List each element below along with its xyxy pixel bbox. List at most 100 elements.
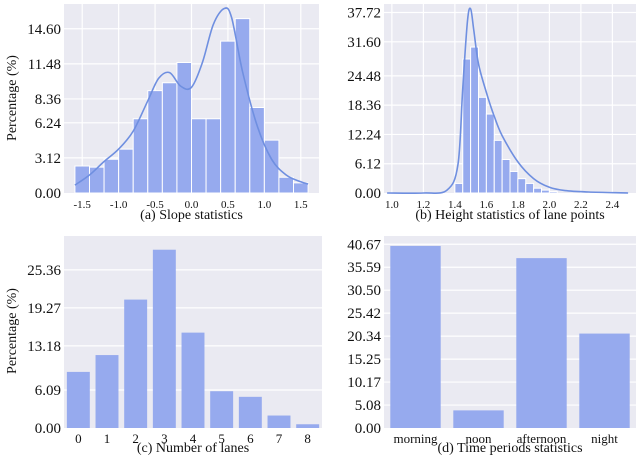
histogram-bar bbox=[205, 118, 222, 194]
y-tick-label: 31.60 bbox=[347, 35, 381, 51]
x-tick-label: noon bbox=[466, 431, 493, 446]
histogram-bar bbox=[470, 46, 479, 194]
y-tick-label: 11.48 bbox=[28, 57, 61, 73]
x-tick-label: 8 bbox=[304, 431, 311, 446]
x-tick-label: night bbox=[591, 431, 618, 446]
x-tick-label: 1.6 bbox=[480, 199, 494, 211]
y-tick-label: 12.24 bbox=[347, 127, 381, 143]
y-tick-label: 25.42 bbox=[347, 306, 381, 322]
histogram-bar bbox=[103, 158, 120, 194]
x-tick-label: 3 bbox=[161, 431, 168, 446]
x-tick-label: 1.2 bbox=[417, 199, 431, 211]
y-tick-label: 37.72 bbox=[347, 6, 381, 22]
x-tick-label: 6 bbox=[247, 431, 254, 446]
bar bbox=[296, 424, 320, 428]
kde-curve bbox=[74, 7, 309, 186]
x-tick-label: 4 bbox=[190, 431, 197, 446]
histogram-bar bbox=[118, 148, 134, 194]
x-tick-label: 2 bbox=[132, 431, 139, 446]
x-tick-label: 2.0 bbox=[543, 199, 557, 211]
bar bbox=[124, 299, 148, 428]
kde-curve bbox=[387, 7, 629, 195]
x-tick-label: 1.8 bbox=[511, 199, 525, 211]
bar bbox=[95, 355, 119, 428]
histogram-bar bbox=[485, 113, 495, 194]
panel-caption: (a) Slope statistics bbox=[140, 208, 243, 223]
histogram-bar bbox=[525, 182, 535, 194]
y-tick-label: 0.00 bbox=[355, 421, 381, 437]
histogram-bar bbox=[541, 189, 550, 194]
y-tick-label: 6.09 bbox=[35, 383, 61, 399]
histogram-bar bbox=[501, 159, 511, 194]
x-tick-label: 1 bbox=[104, 431, 111, 446]
histogram-bar bbox=[454, 182, 464, 194]
histogram-bar bbox=[132, 118, 149, 194]
histogram-bar bbox=[234, 18, 251, 194]
y-tick-label: 19.27 bbox=[27, 301, 61, 317]
histogram-bar bbox=[191, 118, 207, 194]
y-tick-label: 0.00 bbox=[35, 421, 61, 437]
panel-caption: (c) Number of lanes bbox=[137, 441, 249, 456]
x-tick-label: 0.5 bbox=[221, 199, 235, 211]
y-tick-label: 8.36 bbox=[35, 92, 62, 108]
x-tick-label: 5 bbox=[218, 431, 225, 446]
x-tick-label: 0 bbox=[75, 431, 82, 446]
histogram-bar bbox=[517, 178, 527, 194]
histogram-bar bbox=[293, 182, 309, 194]
y-tick-label: 40.67 bbox=[347, 237, 381, 253]
histogram-bar bbox=[493, 139, 503, 194]
y-tick-label: 24.48 bbox=[347, 69, 381, 85]
bar bbox=[238, 396, 262, 428]
y-tick-label: 0.00 bbox=[35, 186, 61, 202]
x-tick-label: -1.0 bbox=[110, 199, 128, 211]
bar bbox=[267, 415, 291, 428]
histogram-bar bbox=[478, 96, 487, 194]
bar bbox=[210, 391, 234, 428]
histogram-bar bbox=[548, 191, 558, 194]
histogram-bar bbox=[249, 107, 265, 194]
x-tick-label: 1.0 bbox=[257, 199, 271, 211]
bar bbox=[579, 333, 630, 428]
x-tick-label: 1.4 bbox=[448, 199, 462, 211]
x-tick-label: 2.2 bbox=[574, 199, 588, 211]
panel-caption: (d) Time periods statistics bbox=[437, 441, 582, 456]
histogram-bar bbox=[220, 40, 236, 194]
x-tick-label: 0.0 bbox=[185, 199, 199, 211]
bar bbox=[181, 332, 205, 428]
y-tick-label: 25.36 bbox=[27, 263, 61, 279]
y-tick-label: 14.60 bbox=[27, 22, 61, 38]
y-tick-label: 20.34 bbox=[347, 329, 381, 345]
panel-caption: (b) Height statistics of lane points bbox=[415, 208, 604, 223]
histogram-bar bbox=[147, 90, 163, 194]
y-tick-label: 10.17 bbox=[347, 375, 381, 391]
histogram-bar bbox=[176, 62, 193, 194]
bar bbox=[152, 249, 176, 428]
y-tick-label: 0.00 bbox=[355, 186, 381, 202]
histogram-bar bbox=[278, 176, 294, 194]
y-tick-label: 35.59 bbox=[347, 260, 381, 276]
y-tick-label: 5.08 bbox=[355, 398, 381, 414]
histogram-bar bbox=[89, 166, 105, 194]
y-axis-label: Percentage (%) bbox=[5, 55, 20, 141]
x-tick-label: -0.5 bbox=[146, 199, 164, 211]
bar bbox=[516, 258, 567, 428]
histogram-bar bbox=[509, 170, 519, 194]
y-tick-label: 3.12 bbox=[35, 151, 61, 167]
x-tick-label: morning bbox=[393, 431, 438, 446]
histogram-bar bbox=[161, 82, 178, 194]
y-tick-label: 15.25 bbox=[347, 352, 381, 368]
x-tick-label: 1.5 bbox=[294, 199, 308, 211]
y-tick-label: 6.12 bbox=[355, 157, 381, 173]
x-tick-label: 1.0 bbox=[385, 199, 399, 211]
histogram-bar bbox=[533, 187, 542, 194]
y-axis-label: Percentage (%) bbox=[5, 288, 20, 374]
y-tick-label: 13.18 bbox=[27, 339, 61, 355]
y-tick-label: 30.50 bbox=[347, 283, 381, 299]
bar bbox=[390, 245, 441, 428]
y-tick-label: 6.24 bbox=[35, 116, 62, 132]
x-tick-label: -1.5 bbox=[74, 199, 92, 211]
bar bbox=[66, 371, 90, 428]
x-tick-label: 2.4 bbox=[606, 199, 620, 211]
y-tick-label: 18.36 bbox=[347, 98, 381, 114]
